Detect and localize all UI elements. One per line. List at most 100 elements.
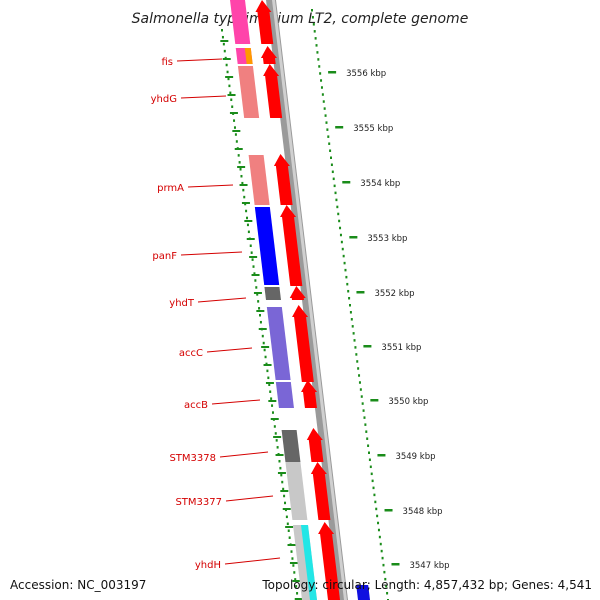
cog-block: [266, 307, 291, 380]
cds-block: [356, 585, 370, 600]
inner-tick-dot: [275, 439, 278, 442]
outer-tick-dot: [384, 577, 387, 581]
outer-tick-dot: [385, 584, 388, 588]
inner-tick-dot: [295, 585, 298, 588]
cds-arrow: [273, 154, 293, 205]
outer-tick-dot: [320, 86, 323, 89]
outer-tick-dot: [354, 346, 357, 349]
inner-major-tick: [270, 418, 279, 420]
outer-tick-dot: [325, 121, 328, 124]
inner-major-tick: [282, 508, 291, 510]
outer-tick-dot: [339, 226, 342, 230]
inner-major-tick: [263, 364, 272, 366]
inner-major-tick: [253, 292, 262, 294]
outer-tick-dot: [323, 107, 326, 110]
cds-arrow: [289, 286, 306, 300]
scale-mark: [363, 345, 372, 348]
gene-pointer-line: [225, 495, 274, 502]
cds-arrow: [255, 0, 274, 44]
topology-text: Topology: circular; Length: 4,857,432 bp…: [262, 578, 592, 592]
inner-tick-dot: [269, 390, 272, 393]
cds-arrow: [280, 205, 303, 286]
gene-label-accb: accB: [184, 400, 208, 411]
outer-tick-dot: [335, 198, 338, 202]
outer-tick-dot: [351, 325, 354, 328]
outer-tick-dot: [343, 261, 346, 265]
inner-major-tick: [244, 220, 253, 222]
inner-major-tick: [285, 526, 294, 528]
scale-label: 3555 kbp: [353, 124, 393, 134]
outer-tick-dot: [316, 51, 319, 54]
outer-tick-dot: [319, 72, 322, 75]
outer-tick-dot: [378, 535, 381, 539]
outer-tick-dot: [339, 233, 342, 237]
outer-tick-dot: [365, 430, 368, 433]
inner-tick-dot: [245, 209, 248, 213]
inner-major-tick: [246, 238, 255, 240]
gene-pointer-line: [197, 297, 247, 303]
inner-tick-dot: [246, 216, 249, 220]
inner-tick-dot: [259, 320, 262, 324]
outer-tick-dot: [330, 156, 332, 159]
inner-tick-dot: [276, 446, 279, 449]
inner-tick-dot: [280, 473, 283, 477]
inner-tick-dot: [271, 411, 274, 414]
inner-tick-dot: [228, 84, 231, 88]
outer-tick-dot: [349, 311, 352, 314]
outer-tick-dot: [346, 282, 349, 286]
inner-tick-dot: [266, 369, 269, 373]
outer-tick-dot: [356, 360, 359, 363]
outer-tick-dot: [379, 542, 382, 546]
inner-tick-dot: [288, 536, 291, 539]
inner-tick-dot: [263, 348, 266, 352]
inner-tick-dot: [278, 459, 281, 463]
outer-tick-dot: [363, 416, 366, 419]
cog-block: [275, 382, 294, 408]
outer-tick-dot: [317, 58, 320, 61]
outer-tick-dot: [311, 16, 314, 19]
outer-tick-dot: [370, 472, 373, 476]
gene-pointer-line: [180, 251, 243, 256]
gene-label-prma: prmA: [157, 183, 184, 194]
inner-tick-dot: [293, 571, 296, 574]
inner-tick-dot: [283, 494, 286, 498]
inner-tick-dot: [241, 181, 244, 185]
inner-major-tick: [261, 346, 270, 348]
outer-tick-dot: [336, 205, 339, 209]
outer-tick-dot: [333, 184, 336, 188]
inner-tick-dot: [234, 133, 237, 136]
outer-tick-dot: [322, 100, 325, 103]
inner-tick-dot: [244, 202, 247, 206]
inner-tick-dot: [256, 293, 259, 296]
genome-backbone-highlight: [272, 0, 347, 600]
map-title: Salmonella typhimurium LT2, complete gen…: [132, 11, 469, 27]
gene-label-yhdh: yhdH: [195, 560, 221, 571]
scale-label: 3554 kbp: [360, 179, 400, 189]
outer-tick-dot: [377, 528, 380, 532]
scale-mark: [370, 399, 379, 402]
inner-tick-dot: [222, 42, 225, 46]
outer-tick-dot: [382, 563, 385, 567]
inner-tick-dot: [294, 578, 297, 581]
outer-tick-dot: [352, 332, 355, 335]
inner-tick-dot: [274, 432, 277, 435]
inner-major-tick: [268, 400, 277, 402]
gene-pointer-line: [219, 451, 269, 458]
outer-tick-dot: [338, 219, 341, 223]
inner-tick-dot: [233, 119, 236, 122]
inner-tick-dot: [259, 314, 261, 317]
inner-tick-dot: [226, 70, 229, 74]
inner-tick-dot: [227, 77, 230, 81]
outer-tick-dot: [373, 493, 376, 497]
inner-tick-dot: [291, 557, 294, 560]
inner-major-tick: [249, 256, 258, 258]
scale-label: 3553 kbp: [367, 234, 407, 244]
inner-major-tick: [258, 328, 267, 330]
inner-major-tick: [225, 76, 234, 78]
scale-mark: [377, 454, 386, 457]
gene-pointer-line: [211, 399, 261, 405]
outer-tick-dot: [369, 465, 372, 469]
inner-major-tick: [287, 544, 296, 546]
inner-major-tick: [256, 310, 265, 312]
